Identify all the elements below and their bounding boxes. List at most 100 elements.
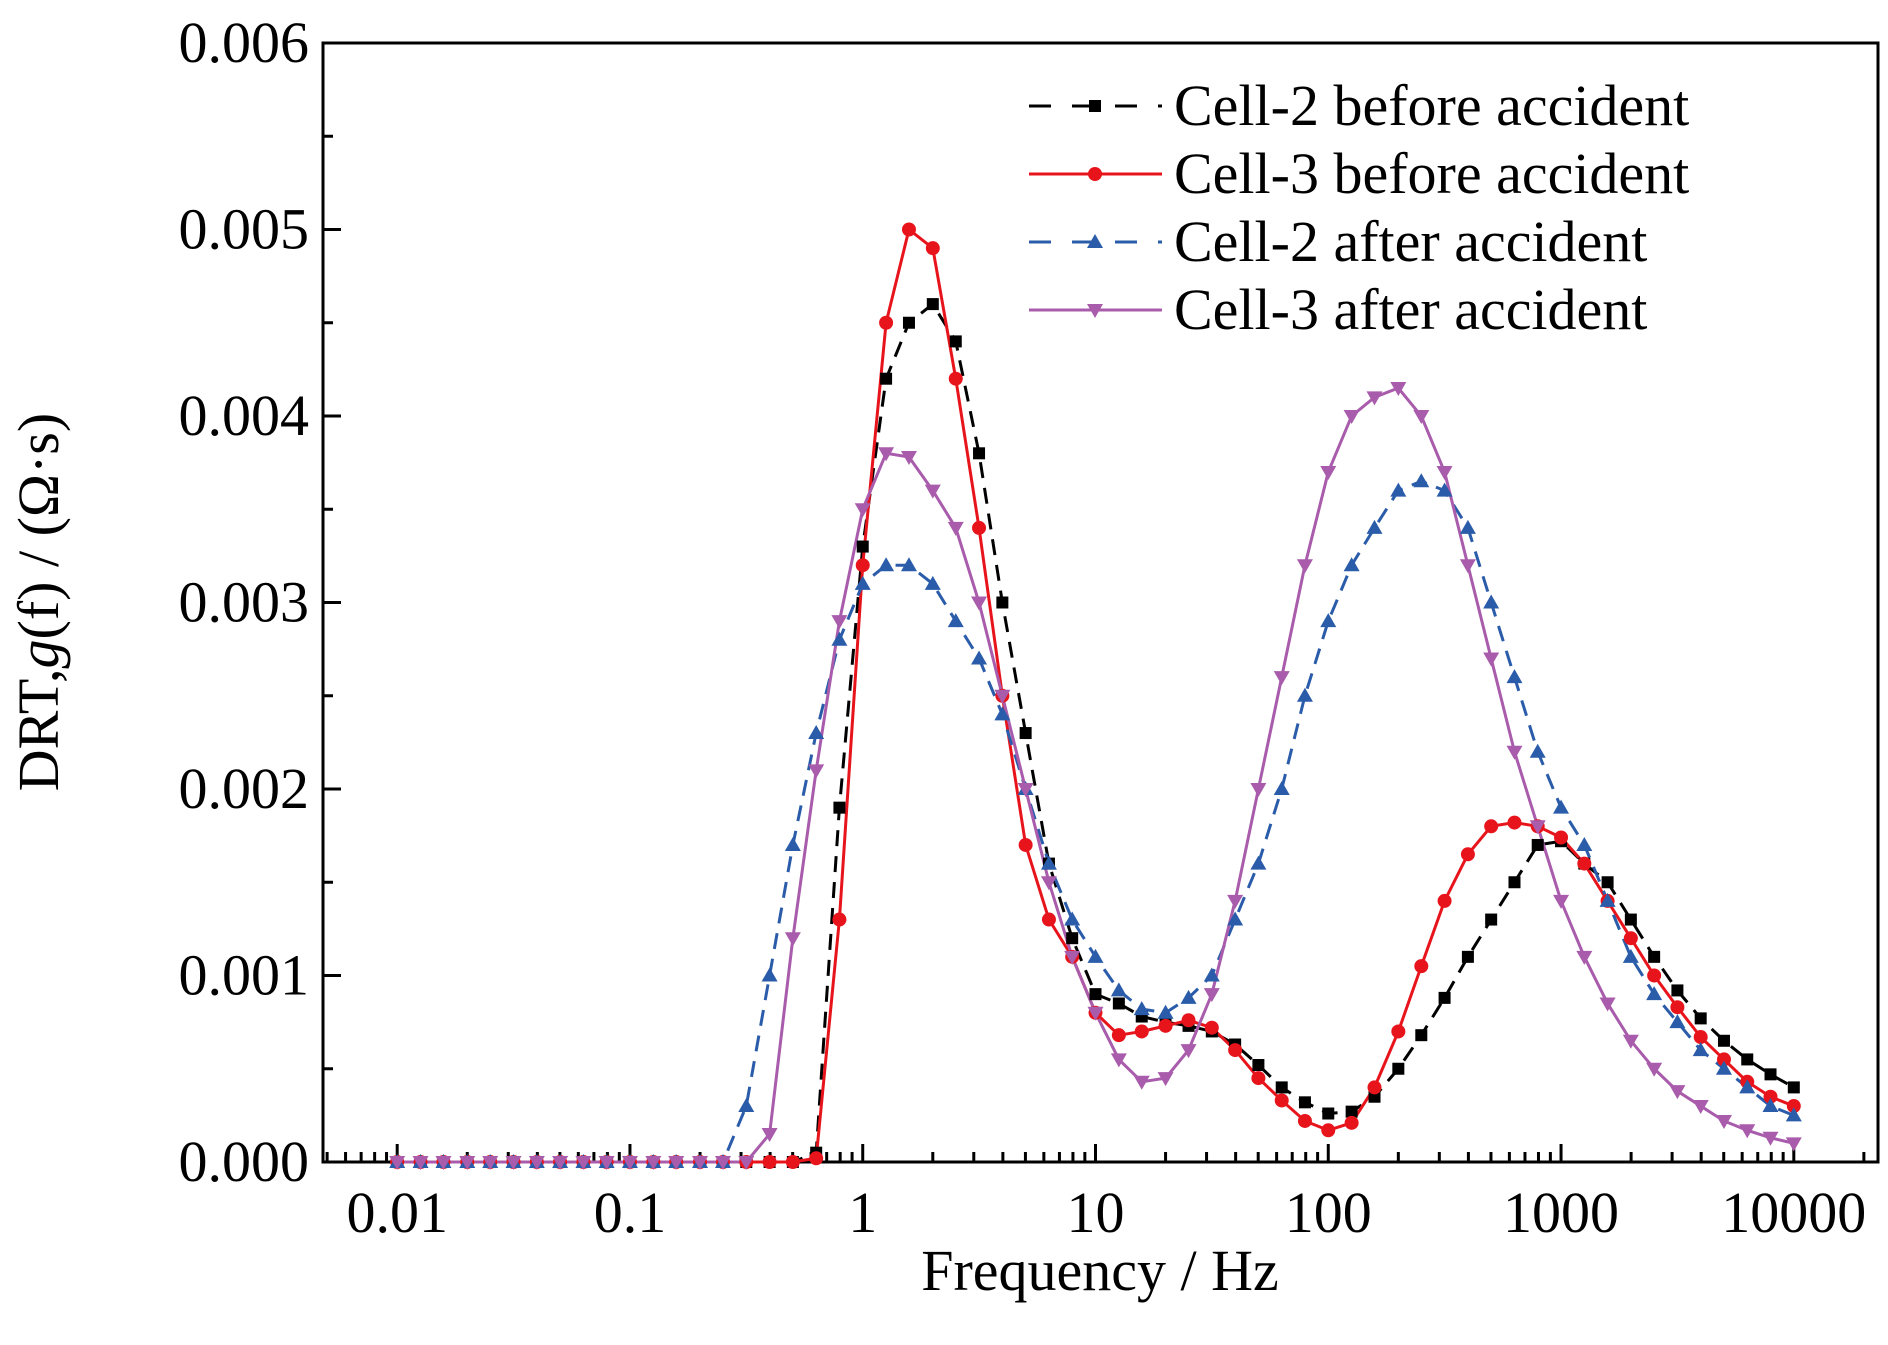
marker bbox=[947, 521, 964, 536]
marker bbox=[1018, 837, 1033, 852]
marker bbox=[1436, 465, 1453, 480]
marker bbox=[1344, 1115, 1359, 1130]
x-tick-label: 0.01 bbox=[346, 1180, 448, 1245]
marker bbox=[878, 447, 895, 462]
marker bbox=[1576, 950, 1593, 965]
marker bbox=[1624, 913, 1637, 926]
marker bbox=[1296, 559, 1313, 574]
marker bbox=[1250, 783, 1267, 797]
marker bbox=[1366, 391, 1383, 406]
marker bbox=[714, 1156, 731, 1170]
marker bbox=[668, 1156, 685, 1170]
marker bbox=[1646, 1062, 1663, 1077]
marker bbox=[785, 1155, 800, 1169]
x-axis-label: Frequency / Hz bbox=[921, 1238, 1279, 1303]
marker bbox=[1343, 410, 1360, 424]
marker bbox=[900, 557, 917, 572]
marker bbox=[1741, 1053, 1754, 1066]
marker bbox=[832, 912, 847, 927]
marker bbox=[1413, 473, 1430, 488]
marker bbox=[1041, 912, 1056, 927]
marker bbox=[947, 613, 964, 628]
marker bbox=[1413, 410, 1430, 424]
marker bbox=[552, 1156, 569, 1170]
marker bbox=[1671, 984, 1684, 997]
marker bbox=[1273, 671, 1290, 686]
marker bbox=[809, 1151, 824, 1166]
x-tick-label: 1000 bbox=[1503, 1180, 1619, 1245]
marker bbox=[971, 650, 988, 665]
legend-label: Cell-2 after accident bbox=[1174, 209, 1647, 274]
marker bbox=[878, 557, 895, 572]
series-line bbox=[397, 479, 1795, 1164]
marker bbox=[1366, 519, 1383, 534]
legend-marker bbox=[1087, 304, 1103, 318]
marker bbox=[1669, 1085, 1686, 1100]
marker bbox=[1251, 1071, 1266, 1086]
marker bbox=[1392, 1062, 1405, 1075]
marker bbox=[1553, 894, 1570, 909]
marker bbox=[1622, 1034, 1639, 1049]
marker bbox=[1693, 1030, 1708, 1045]
marker bbox=[1040, 855, 1057, 870]
marker bbox=[1019, 727, 1032, 740]
marker bbox=[949, 335, 962, 348]
marker bbox=[1134, 1024, 1149, 1039]
marker bbox=[1484, 819, 1499, 834]
marker bbox=[902, 316, 915, 329]
marker bbox=[528, 1156, 545, 1170]
marker bbox=[1716, 1052, 1731, 1067]
marker bbox=[692, 1156, 709, 1170]
marker bbox=[1670, 1000, 1685, 1015]
marker bbox=[1531, 838, 1544, 851]
y-label-part: (f) / (Ω·s) bbox=[6, 413, 71, 640]
y-label-part: DRT, bbox=[6, 668, 71, 791]
marker bbox=[1087, 1006, 1104, 1021]
marker bbox=[1228, 1043, 1243, 1058]
marker bbox=[1459, 559, 1476, 574]
marker bbox=[1203, 988, 1220, 1003]
marker bbox=[1623, 931, 1638, 946]
marker bbox=[1715, 1060, 1732, 1075]
legend-marker bbox=[1089, 100, 1101, 112]
marker bbox=[1785, 1107, 1802, 1122]
marker bbox=[925, 241, 940, 256]
marker bbox=[389, 1156, 406, 1170]
marker bbox=[1762, 1131, 1779, 1146]
marker bbox=[784, 932, 801, 947]
series-line bbox=[397, 386, 1795, 1164]
series-line bbox=[397, 226, 1795, 1164]
marker bbox=[1717, 1034, 1730, 1047]
marker bbox=[1320, 465, 1337, 480]
marker bbox=[948, 371, 963, 386]
marker bbox=[1275, 1081, 1288, 1094]
marker bbox=[1112, 997, 1125, 1010]
marker bbox=[598, 1156, 615, 1170]
marker bbox=[1367, 1080, 1382, 1095]
marker bbox=[1694, 1012, 1707, 1025]
marker bbox=[1252, 1059, 1265, 1072]
marker bbox=[1297, 1113, 1312, 1128]
marker bbox=[1064, 911, 1081, 926]
marker bbox=[1322, 1107, 1335, 1120]
marker bbox=[1437, 893, 1452, 908]
marker bbox=[1438, 991, 1451, 1004]
marker bbox=[1017, 783, 1034, 797]
marker bbox=[482, 1156, 499, 1170]
y-label-part: g bbox=[6, 639, 71, 668]
marker bbox=[1274, 1093, 1289, 1108]
marker bbox=[879, 315, 894, 330]
marker bbox=[1273, 781, 1290, 795]
marker bbox=[1669, 1014, 1686, 1029]
marker bbox=[1622, 948, 1639, 963]
marker bbox=[1763, 1089, 1778, 1104]
marker bbox=[1321, 1123, 1336, 1138]
marker bbox=[1436, 482, 1453, 497]
marker bbox=[996, 596, 1009, 609]
marker bbox=[1133, 1075, 1150, 1090]
marker bbox=[762, 1155, 777, 1169]
marker bbox=[831, 631, 848, 646]
marker bbox=[1414, 959, 1429, 974]
marker bbox=[1158, 1018, 1173, 1033]
